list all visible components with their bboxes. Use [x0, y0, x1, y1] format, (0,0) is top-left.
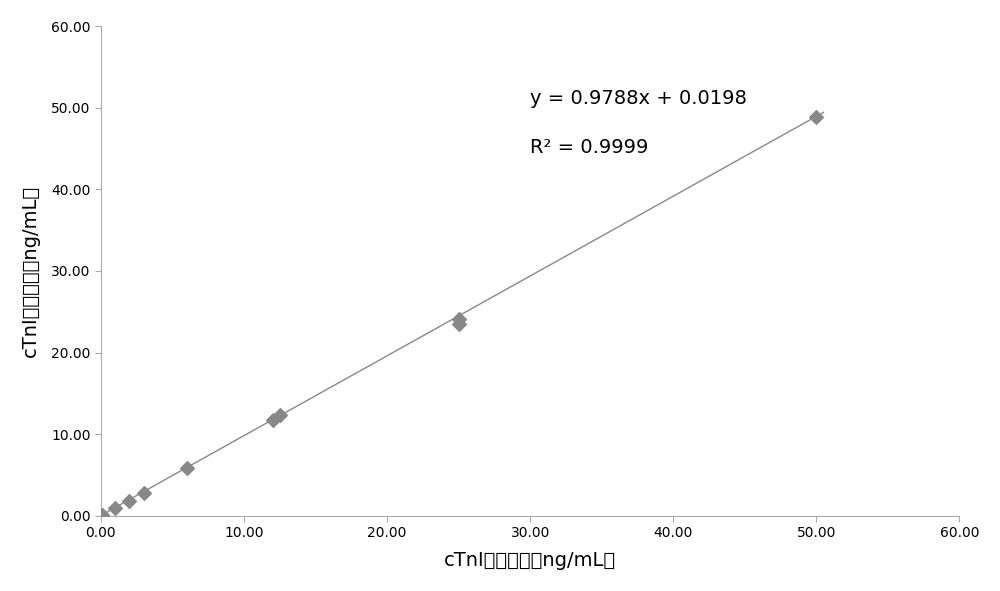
Point — [121, 496, 137, 505]
Point — [451, 314, 467, 324]
Point — [94, 511, 110, 520]
Y-axis label: cTnI实测浓度（ng/mL）: cTnI实测浓度（ng/mL） — [21, 185, 40, 357]
Text: y = 0.9788x + 0.0198: y = 0.9788x + 0.0198 — [530, 89, 747, 108]
Point — [272, 411, 288, 420]
Point — [451, 319, 467, 329]
Point — [179, 463, 195, 473]
Point — [808, 112, 824, 122]
Text: R² = 0.9999: R² = 0.9999 — [530, 138, 649, 157]
X-axis label: cTnI预期浓度（ng/mL）: cTnI预期浓度（ng/mL） — [444, 551, 616, 570]
Point — [107, 503, 123, 512]
Point — [136, 489, 152, 498]
Point — [265, 415, 281, 424]
Point — [94, 510, 110, 519]
